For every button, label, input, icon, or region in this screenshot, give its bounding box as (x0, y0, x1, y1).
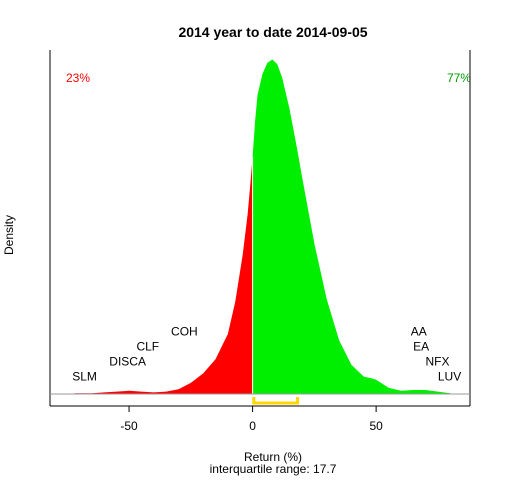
plot-area (49, 50, 471, 407)
interquartile-range-label: interquartile range: 17.7 (210, 462, 337, 476)
positive-return-area (252, 59, 451, 394)
x-axis-label: Return (%) (244, 450, 302, 464)
y-axis-label: Density (2, 215, 16, 255)
iqr-bracket (252, 397, 300, 405)
ticker-label: SLM (72, 370, 97, 384)
negative-share-label: 23% (66, 71, 90, 85)
ticker-label: CLF (136, 340, 159, 354)
ticker-label: LUV (438, 370, 461, 384)
x-tick-label: 0 (249, 419, 256, 433)
ticker-label: NFX (426, 355, 450, 369)
ticker-label: COH (171, 324, 198, 338)
x-tick-label: -50 (120, 419, 138, 433)
x-tick-label: 50 (369, 419, 383, 433)
x-axis: -50 0 50 (120, 406, 383, 433)
ticker-label: AA (411, 324, 427, 338)
negative-return-area (74, 156, 253, 394)
positive-share-label: 77% (447, 71, 471, 85)
ticker-label: DISCA (109, 355, 146, 369)
chart-title: 2014 year to date 2014-09-05 (178, 24, 367, 40)
ticker-label: EA (413, 340, 429, 354)
